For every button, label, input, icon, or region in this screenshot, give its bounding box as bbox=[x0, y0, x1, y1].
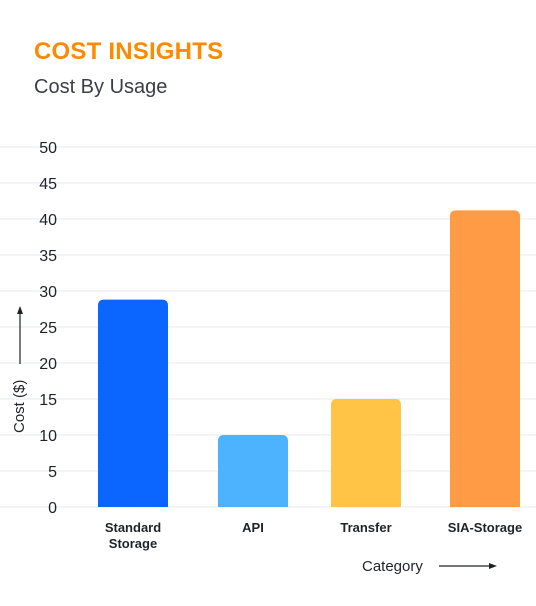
y-tick-label: 0 bbox=[48, 500, 57, 517]
bar bbox=[98, 299, 168, 507]
y-tick-label: 50 bbox=[39, 140, 57, 157]
chart-subtitle: Cost By Usage bbox=[34, 76, 168, 98]
y-tick-label: 30 bbox=[39, 284, 57, 301]
x-axis-arrow-head bbox=[489, 563, 497, 569]
y-tick-label: 40 bbox=[39, 212, 57, 229]
y-tick-label: 25 bbox=[39, 320, 57, 337]
y-tick-label: 15 bbox=[39, 392, 57, 409]
y-tick-label: 35 bbox=[39, 248, 57, 265]
bars bbox=[98, 210, 520, 508]
y-tick-label: 10 bbox=[39, 428, 57, 445]
chart-title: COST INSIGHTS bbox=[34, 38, 224, 65]
x-axis-label-group: Category bbox=[362, 558, 497, 575]
x-tick-label: API bbox=[242, 520, 264, 535]
x-tick-label: Storage bbox=[109, 536, 157, 551]
y-axis-label: Cost ($) bbox=[11, 380, 28, 433]
x-tick-label: SIA-Storage bbox=[448, 520, 522, 535]
y-tick-label: 5 bbox=[48, 464, 57, 481]
bar bbox=[331, 399, 401, 507]
x-tick-label: Transfer bbox=[340, 520, 391, 535]
bar bbox=[450, 210, 520, 508]
y-axis-label-group: Cost ($) bbox=[11, 306, 28, 433]
bar bbox=[218, 435, 288, 507]
y-axis-arrow-head bbox=[17, 306, 23, 314]
x-tick-label: Standard bbox=[105, 520, 161, 535]
x-axis-label: Category bbox=[362, 558, 423, 575]
y-tick-label: 45 bbox=[39, 176, 57, 193]
y-tick-label: 20 bbox=[39, 356, 57, 373]
y-axis-ticks: 0 5 10 15 20 25 30 35 40 45 50 bbox=[39, 140, 57, 517]
